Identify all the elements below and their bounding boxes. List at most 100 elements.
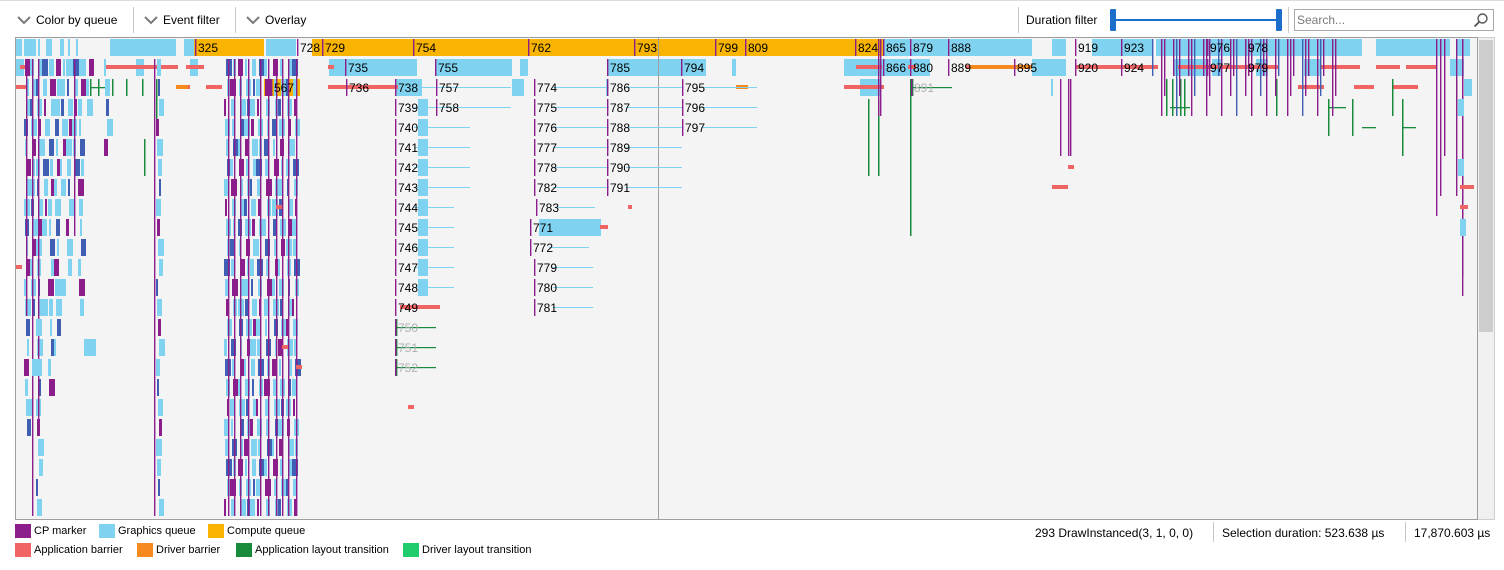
timeline-event-label[interactable]: 891 [914, 81, 934, 95]
duration-filter-slider[interactable] [1110, 9, 1282, 31]
overlay-button[interactable]: Overlay [246, 7, 306, 33]
cp-marker [395, 299, 397, 316]
timeline-event-label[interactable]: 749 [398, 301, 418, 315]
timeline-event-label[interactable]: 751 [398, 341, 418, 355]
cp-marker [234, 59, 236, 516]
timeline-event-label[interactable]: 889 [951, 61, 971, 75]
timeline-event-label[interactable]: 735 [348, 61, 368, 75]
timeline-event-label[interactable]: 776 [537, 121, 557, 135]
timeline-event [280, 459, 282, 476]
timeline-event-label[interactable]: 780 [537, 281, 557, 295]
search-input[interactable] [1297, 11, 1467, 29]
timeline-labeled-events[interactable]: 325 728 729 754 762 793 799 809 824 865 879 888 919 9… [198, 41, 1268, 375]
timeline-event-label[interactable]: 920 [1078, 61, 1098, 75]
timeline-event-label[interactable]: 736 [349, 81, 369, 95]
timeline-event-label[interactable]: 790 [610, 161, 630, 175]
timeline-event-label[interactable]: 796 [685, 101, 705, 115]
timeline-event-label[interactable]: 738 [398, 81, 418, 95]
timeline-event-label[interactable]: 742 [398, 161, 418, 175]
timeline-event-label[interactable]: 793 [637, 41, 657, 55]
search-box[interactable] [1294, 9, 1494, 31]
timeline-event [295, 119, 300, 136]
timeline-event-label[interactable]: 741 [398, 141, 418, 155]
timeline-event-label[interactable]: 774 [537, 81, 557, 95]
timeline-event-label[interactable]: 778 [537, 161, 557, 175]
timeline-event [156, 439, 162, 456]
timeline-event-label[interactable]: 880 [913, 61, 933, 75]
timeline-event-label[interactable]: 772 [533, 241, 553, 255]
timeline-event-label[interactable]: 809 [748, 41, 768, 55]
timeline-event-label[interactable]: 745 [398, 221, 418, 235]
timeline-event-label[interactable]: 866 [886, 61, 906, 75]
timeline-event-label[interactable]: 781 [537, 301, 557, 315]
timeline-event-label[interactable]: 728 [300, 41, 320, 55]
legend-label: Driver layout transition [422, 544, 532, 556]
timeline-event-label[interactable]: 779 [537, 261, 557, 275]
timeline-event-label[interactable]: 977 [1210, 61, 1230, 75]
color-by-queue-button[interactable]: Color by queue [17, 7, 117, 33]
timeline-event-label[interactable]: 744 [398, 201, 418, 215]
slider-handle-min[interactable] [1110, 9, 1116, 31]
timeline-event-label[interactable]: 976 [1210, 41, 1230, 55]
timeline-event-label[interactable]: 895 [1017, 61, 1037, 75]
timeline-event-label[interactable]: 750 [398, 321, 418, 335]
timeline-event-label[interactable]: 785 [610, 61, 630, 75]
layout-transition [142, 79, 144, 96]
timeline-event-label[interactable]: 923 [1124, 41, 1144, 55]
timeline-event-label[interactable]: 771 [533, 221, 553, 235]
timeline-event-label[interactable]: 794 [684, 61, 704, 75]
timeline-event [418, 139, 428, 156]
timeline-event-label[interactable]: 795 [685, 81, 705, 95]
timeline-event-label[interactable]: 791 [610, 181, 630, 195]
timeline-event-label[interactable]: 797 [685, 121, 705, 135]
timeline-event-label[interactable]: 748 [398, 281, 418, 295]
scrollbar-thumb[interactable] [1479, 40, 1493, 332]
cp-marker [534, 299, 536, 316]
timeline-event-label[interactable]: 743 [398, 181, 418, 195]
toolbar-divider [133, 7, 134, 33]
timeline-event-label[interactable]: 782 [537, 181, 557, 195]
timeline-event-label[interactable]: 865 [886, 41, 906, 55]
timeline-event-label[interactable]: 754 [416, 41, 436, 55]
timeline-event-label[interactable]: 739 [398, 101, 418, 115]
search-icon[interactable] [1473, 12, 1489, 28]
timeline-event-label[interactable]: 978 [1248, 41, 1268, 55]
timeline-event [227, 319, 232, 336]
timeline-event-label[interactable]: 762 [531, 41, 551, 55]
timeline-event-label[interactable]: 979 [1248, 61, 1268, 75]
timeline-event-label[interactable]: 919 [1078, 41, 1098, 55]
slider-handle-max[interactable] [1276, 9, 1282, 31]
timeline-canvas[interactable]: 325 728 729 754 762 793 799 809 824 865 879 888 919 9… [16, 38, 1478, 520]
legend-swatch [403, 543, 419, 557]
event-timeline[interactable]: 325 728 729 754 762 793 799 809 824 865 879 888 919 9… [15, 37, 1478, 520]
timeline-event-label[interactable]: 783 [539, 201, 559, 215]
timeline-event-label[interactable]: 799 [718, 41, 738, 55]
timeline-event-label[interactable]: 752 [398, 361, 418, 375]
timeline-event-label[interactable]: 786 [610, 81, 630, 95]
timeline-event-label[interactable]: 757 [439, 81, 459, 95]
timeline-event-label[interactable]: 787 [610, 101, 630, 115]
timeline-event-label[interactable]: 789 [610, 141, 630, 155]
timeline-event-label[interactable]: 777 [537, 141, 557, 155]
timeline-event-label[interactable]: 788 [610, 121, 630, 135]
timeline-event-label[interactable]: 747 [398, 261, 418, 275]
timeline-event-label[interactable]: 758 [439, 101, 459, 115]
timeline-event-label[interactable]: 325 [198, 41, 218, 55]
timeline-event-label[interactable]: 746 [398, 241, 418, 255]
timeline-event-label[interactable]: 879 [913, 41, 933, 55]
timeline-event-label[interactable]: 729 [325, 41, 345, 55]
vertical-scrollbar[interactable] [1478, 37, 1495, 520]
timeline-event-label[interactable]: 924 [1124, 61, 1144, 75]
timeline-event-label[interactable]: 567 [274, 81, 294, 95]
timeline-event-label[interactable]: 755 [438, 61, 458, 75]
timeline-event-label[interactable]: 775 [537, 101, 557, 115]
cp-marker [395, 119, 397, 136]
timeline-event [48, 359, 51, 376]
cp-marker [607, 119, 609, 136]
event-filter-button[interactable]: Event filter [144, 7, 220, 33]
cp-marker [534, 179, 536, 196]
timeline-event-label[interactable]: 888 [951, 41, 971, 55]
timeline-event-label[interactable]: 824 [858, 41, 878, 55]
cp-marker [346, 79, 348, 96]
timeline-event-label[interactable]: 740 [398, 121, 418, 135]
